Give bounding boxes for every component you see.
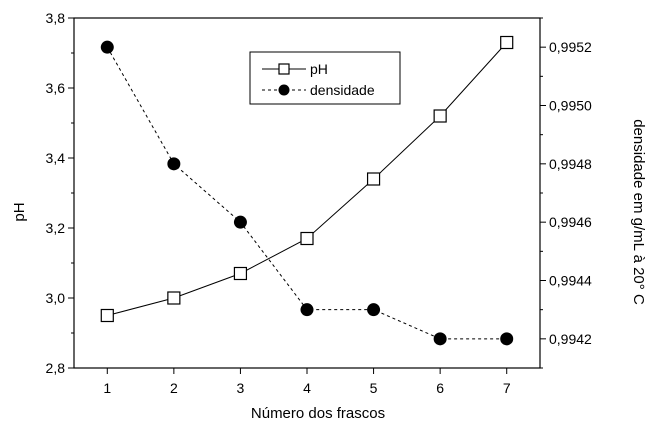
y-right-tick-label: 0,9950 xyxy=(549,98,592,114)
x-tick-label: 4 xyxy=(303,380,311,396)
data-point-densidade xyxy=(100,40,114,54)
data-point-densidade xyxy=(500,332,514,346)
data-point-ph xyxy=(100,308,114,323)
y-axis-left: 2,8 3,0 3,2 3,4 3,6 3,8 xyxy=(46,10,74,376)
legend: pH densidade xyxy=(249,51,401,105)
y-left-tick-label: 3,6 xyxy=(46,80,66,96)
y-left-tick-label: 3,0 xyxy=(46,290,66,306)
data-point-ph xyxy=(500,35,514,50)
x-tick-label: 7 xyxy=(503,380,511,396)
y-right-tick-label: 0,9942 xyxy=(549,331,592,347)
y-right-tick-label: 0,9944 xyxy=(549,273,592,289)
y-left-tick-label: 3,8 xyxy=(46,10,66,26)
x-tick-label: 2 xyxy=(170,380,178,396)
legend-box xyxy=(249,51,401,105)
x-tick-label: 1 xyxy=(103,380,111,396)
x-axis-title: Número dos frascos xyxy=(251,405,385,422)
legend-marker-densidade xyxy=(278,84,290,96)
legend-marker-ph xyxy=(278,63,290,75)
y-left-tick-label: 3,4 xyxy=(46,150,66,166)
data-point-densidade xyxy=(167,157,181,171)
data-point-densidade xyxy=(300,303,314,317)
x-axis: 1 2 3 4 5 6 7 xyxy=(103,368,511,396)
y-right-tick-label: 0,9952 xyxy=(549,39,592,55)
y-left-tick-label: 2,8 xyxy=(46,360,66,376)
y-axis-right: 0,9942 0,9944 0,9946 0,9948 0,9950 0,9952 xyxy=(540,17,592,369)
y-right-tick-label: 0,9948 xyxy=(549,156,592,172)
x-tick-label: 6 xyxy=(436,380,444,396)
data-point-ph xyxy=(433,109,447,123)
data-point-densidade xyxy=(233,215,247,229)
legend-label-densidade: densidade xyxy=(310,82,375,98)
legend-label-ph: pH xyxy=(310,61,328,77)
x-tick-label: 3 xyxy=(237,380,245,396)
y-axis-left-title: pH xyxy=(11,202,28,221)
data-point-ph xyxy=(233,266,248,281)
y-axis-right-title: densidade em g/mL à 20° C xyxy=(630,119,647,305)
y-right-tick-label: 0,9946 xyxy=(549,214,592,230)
data-point-densidade xyxy=(367,303,381,317)
x-tick-label: 5 xyxy=(370,380,378,396)
data-point-ph xyxy=(300,231,314,246)
data-point-ph xyxy=(167,291,181,305)
y-left-tick-label: 3,2 xyxy=(46,220,66,236)
series-layer xyxy=(100,35,514,346)
data-point-ph xyxy=(366,172,381,186)
data-point-densidade xyxy=(433,332,447,346)
